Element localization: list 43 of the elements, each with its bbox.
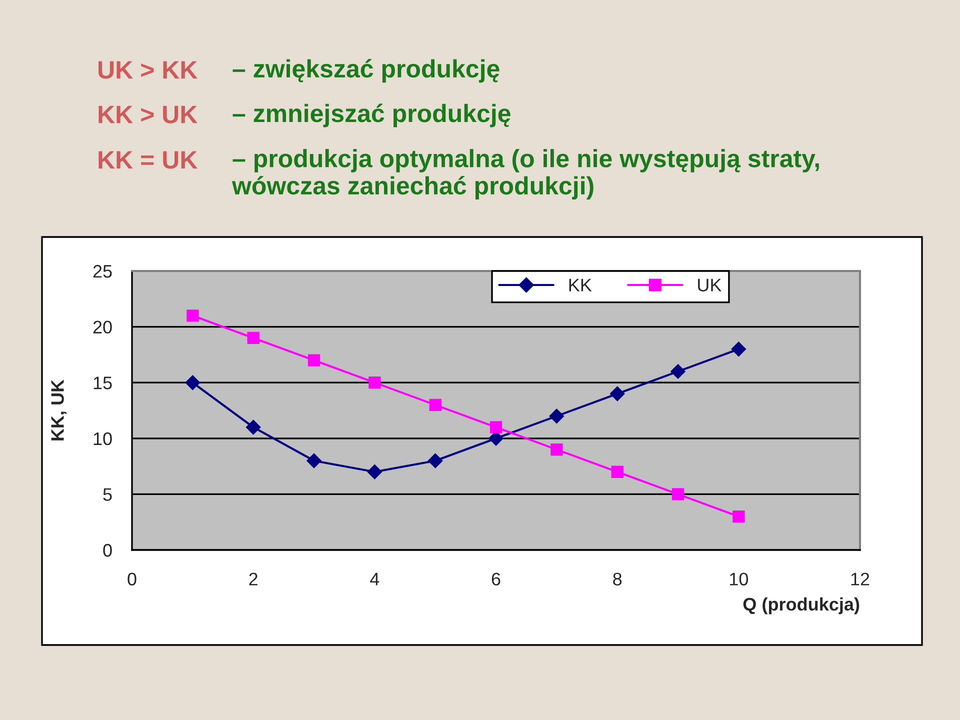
point xyxy=(731,342,746,357)
legend-label: KK xyxy=(569,278,592,292)
point xyxy=(185,375,200,390)
x-tick-label: 6 xyxy=(492,572,500,586)
x-tick-label: 2 xyxy=(249,572,258,586)
point xyxy=(732,510,745,523)
point xyxy=(428,453,443,468)
x-tick-label: 8 xyxy=(613,572,622,586)
point xyxy=(186,310,199,322)
point xyxy=(672,488,684,500)
point xyxy=(670,364,686,379)
point xyxy=(246,420,261,435)
point xyxy=(306,453,322,468)
y-tick-label: 20 xyxy=(93,320,112,334)
text: KK = UK xyxy=(98,151,198,169)
y-tick-label: 10 xyxy=(94,432,112,446)
text: – zwiększać produkcję xyxy=(232,59,500,83)
point xyxy=(550,443,563,456)
x-tick-label: 12 xyxy=(851,572,870,586)
y-tick-label: 25 xyxy=(93,264,112,278)
point xyxy=(488,431,504,446)
legend-label: UK xyxy=(698,278,722,292)
point xyxy=(308,354,320,366)
y-tick-label: 5 xyxy=(103,488,112,501)
point xyxy=(429,398,442,411)
text: KK > UK xyxy=(98,106,198,124)
x-axis-title: Q (produkcja) xyxy=(743,597,860,614)
text: UK > KK xyxy=(98,61,198,79)
y-tick-label: 0 xyxy=(103,544,112,557)
text: – zmniejszać produkcję xyxy=(232,104,510,128)
point xyxy=(368,376,381,389)
y-tick-label: 15 xyxy=(94,376,112,390)
point xyxy=(549,408,564,424)
y-axis-title: KK, UK xyxy=(51,380,67,440)
x-tick-label: 4 xyxy=(370,572,380,586)
text: – produkcja optymalna (o ile nie występują straty, wówczas zaniechać produkcji) xyxy=(232,149,819,200)
x-tick-label: 0 xyxy=(128,572,136,586)
point xyxy=(610,386,625,402)
point xyxy=(490,421,502,434)
point xyxy=(367,464,382,480)
x-tick-label: 10 xyxy=(730,572,748,586)
point xyxy=(611,466,624,478)
point xyxy=(247,332,260,344)
